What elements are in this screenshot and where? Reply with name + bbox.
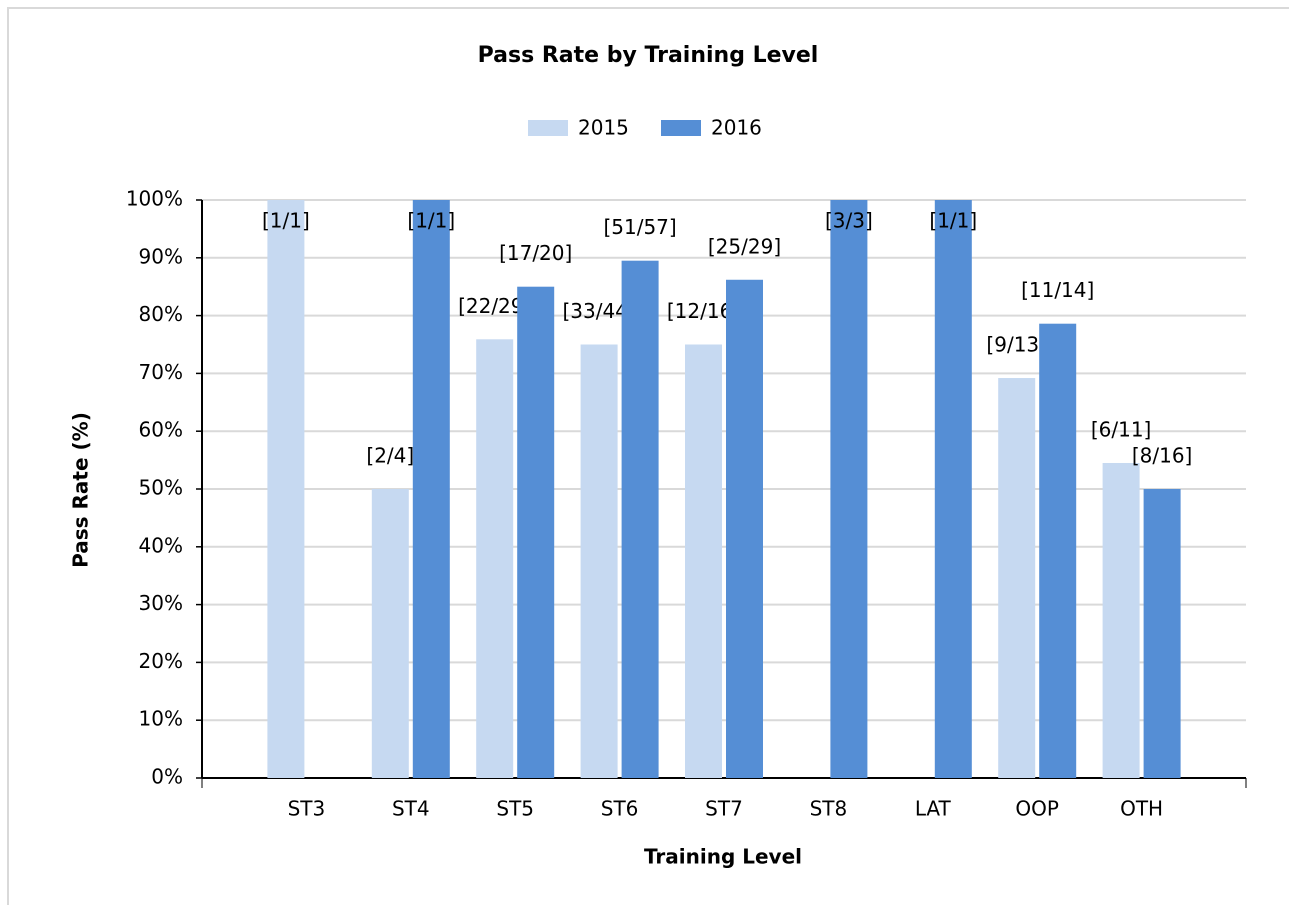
data-label: [9/13]	[986, 333, 1047, 357]
data-label: [1/1]	[407, 209, 455, 233]
x-tick-label: ST4	[392, 797, 430, 821]
y-tick-label: 50%	[139, 476, 183, 500]
legend-label: 2015	[578, 116, 629, 140]
data-label: [6/11]	[1091, 417, 1152, 441]
y-tick-label: 70%	[139, 360, 183, 384]
y-axis-label: Pass Rate (%)	[69, 412, 93, 568]
data-label: [1/1]	[262, 209, 310, 233]
data-label: [3/3]	[825, 209, 873, 233]
data-label: [51/57]	[603, 215, 676, 239]
y-tick-label: 30%	[139, 591, 183, 615]
x-tick-label: ST8	[810, 797, 848, 821]
x-axis-label: Training Level	[644, 845, 802, 869]
bar	[621, 260, 659, 778]
bar	[726, 279, 763, 778]
bar	[476, 339, 514, 778]
bar	[267, 200, 305, 778]
bar	[1143, 489, 1181, 778]
bar	[1102, 462, 1140, 778]
bar	[934, 200, 972, 778]
y-tick-label: 10%	[139, 707, 183, 731]
x-tick-label: ST3	[288, 797, 326, 821]
y-tick-label: 90%	[139, 244, 183, 268]
y-tick-label: 20%	[139, 649, 183, 673]
data-label: [8/16]	[1132, 444, 1193, 468]
frame	[7, 7, 1289, 905]
legend-label: 2016	[711, 116, 762, 140]
bar	[412, 200, 450, 778]
bar	[1039, 323, 1077, 778]
bar	[685, 344, 722, 778]
y-tick-label: 60%	[139, 418, 183, 442]
y-tick-label: 100%	[126, 187, 183, 211]
legend-swatch	[528, 120, 568, 136]
bar	[371, 489, 409, 778]
data-label: [2/4]	[366, 444, 414, 468]
x-tick-label: ST5	[496, 797, 534, 821]
x-tick-label: OTH	[1120, 797, 1163, 821]
bar	[517, 286, 555, 778]
x-tick-label: ST7	[705, 797, 743, 821]
x-tick-label: OOP	[1015, 797, 1059, 821]
bar	[580, 344, 618, 778]
y-tick-label: 40%	[139, 533, 183, 557]
data-label: [11/14]	[1021, 278, 1094, 302]
data-label: [1/1]	[929, 209, 977, 233]
y-tick-label: 0%	[151, 765, 183, 789]
bar	[830, 200, 868, 778]
x-tick-label: LAT	[915, 797, 952, 821]
y-tick-label: 80%	[139, 302, 183, 326]
data-label: [25/29]	[708, 234, 781, 258]
data-label: [17/20]	[499, 241, 572, 265]
chart-title: Pass Rate by Training Level	[478, 43, 819, 68]
x-tick-label: ST6	[601, 797, 639, 821]
legend-swatch	[661, 120, 701, 136]
bar	[998, 378, 1036, 778]
